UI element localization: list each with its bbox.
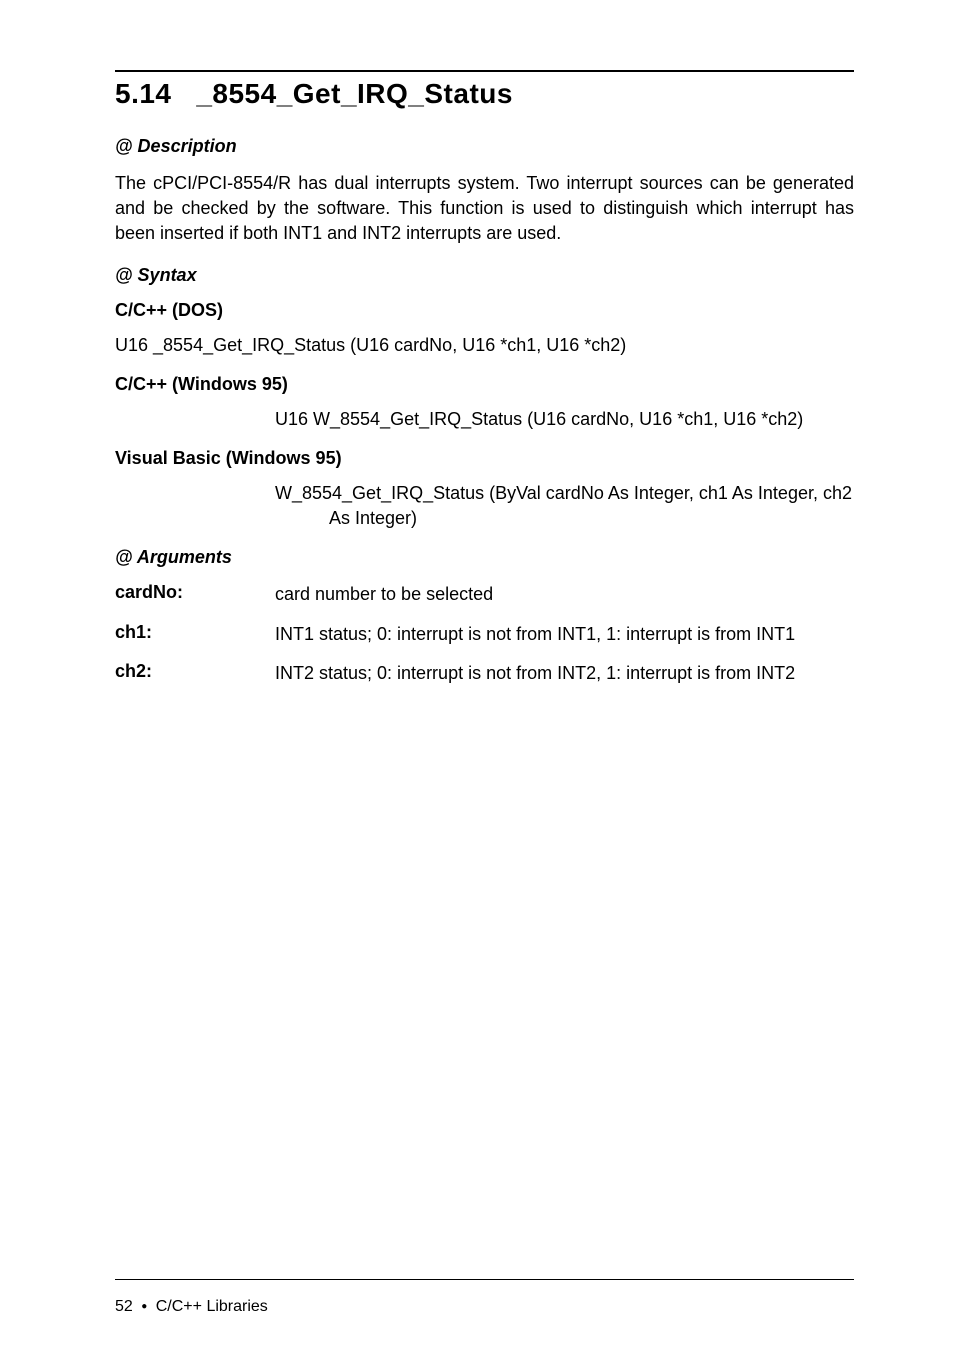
argument-key: ch2: <box>115 661 275 686</box>
argument-row: cardNo: card number to be selected <box>115 582 854 607</box>
footer-page: 52 <box>115 1298 133 1315</box>
section-number: 5.14 <box>115 78 172 109</box>
syntax-heading: @ Syntax <box>115 265 854 286</box>
argument-key: cardNo: <box>115 582 275 607</box>
argument-row: ch1: INT1 status; 0: interrupt is not fr… <box>115 622 854 647</box>
section-rule <box>115 70 854 72</box>
argument-key: ch1: <box>115 622 275 647</box>
argument-value: INT2 status; 0: interrupt is not from IN… <box>275 661 854 686</box>
section-name: _8554_Get_IRQ_Status <box>196 78 513 109</box>
footer: 52 ● C/C++ Libraries <box>115 1298 268 1316</box>
syntax-variant-code: U16 _8554_Get_IRQ_Status (U16 cardNo, U1… <box>115 333 854 358</box>
argument-row: ch2: INT2 status; 0: interrupt is not fr… <box>115 661 854 686</box>
footer-rule <box>115 1279 854 1280</box>
argument-value: card number to be selected <box>275 582 854 607</box>
syntax-variant-label: Visual Basic (Windows 95) <box>115 448 854 469</box>
syntax-variant-code: W_8554_Get_IRQ_Status (ByVal cardNo As I… <box>275 481 854 531</box>
page: 5.14 _8554_Get_IRQ_Status @ Description … <box>0 0 954 1352</box>
syntax-variant-code: U16 W_8554_Get_IRQ_Status (U16 cardNo, U… <box>275 407 854 432</box>
syntax-variant-label: C/C++ (Windows 95) <box>115 374 854 395</box>
syntax-variant-label: C/C++ (DOS) <box>115 300 854 321</box>
description-text: The cPCI/PCI-8554/R has dual interrupts … <box>115 171 854 247</box>
description-heading: @ Description <box>115 136 854 157</box>
argument-value: INT1 status; 0: interrupt is not from IN… <box>275 622 854 647</box>
arguments-heading: @ Arguments <box>115 547 854 568</box>
bullet-icon: ● <box>141 1301 147 1312</box>
footer-label: C/C++ Libraries <box>156 1298 268 1315</box>
section-title: 5.14 _8554_Get_IRQ_Status <box>115 78 854 110</box>
